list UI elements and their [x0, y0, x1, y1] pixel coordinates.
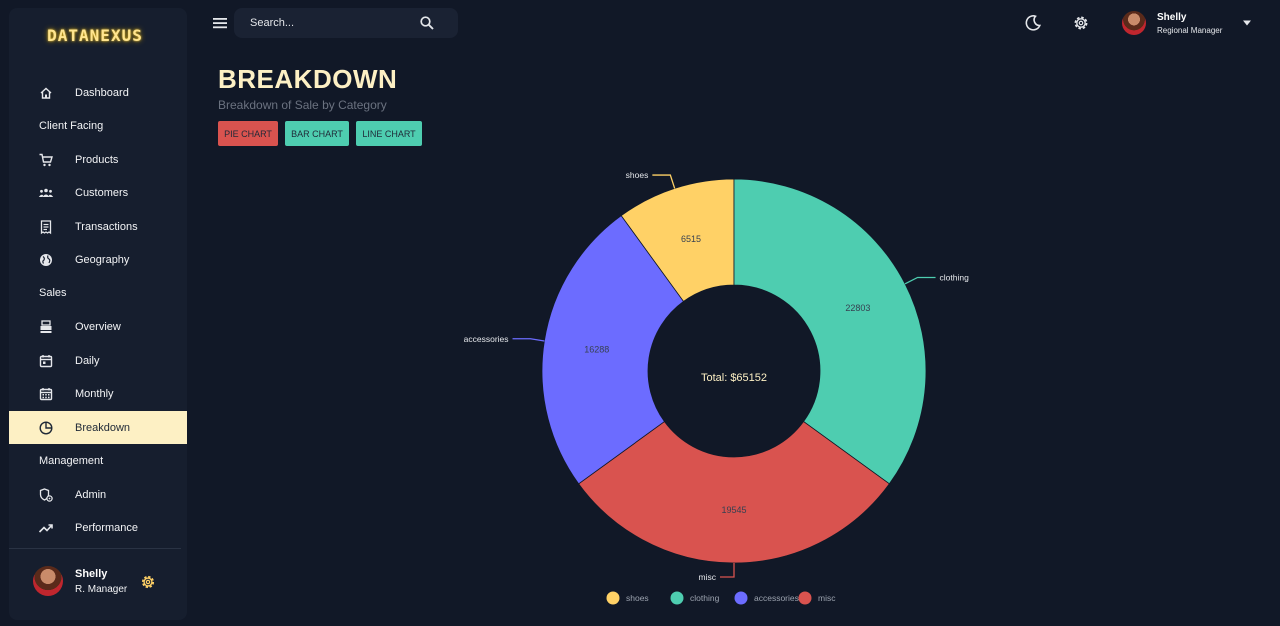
- sidebar-item-label: Dashboard: [75, 86, 129, 99]
- receipt-icon: [40, 219, 52, 234]
- legend-label-shoes[interactable]: shoes: [626, 593, 649, 603]
- sidebar-item-label: Performance: [75, 522, 138, 534]
- app-logo[interactable]: DATANEXUS: [47, 26, 143, 45]
- point-of-sale-icon: [40, 320, 52, 333]
- legend-swatch-misc[interactable]: [798, 591, 812, 605]
- sidebar-item-transactions[interactable]: Transactions: [9, 210, 187, 243]
- admin-icon: [39, 487, 53, 502]
- page-subtitle: Breakdown of Sale by Category: [218, 98, 387, 112]
- sidebar-item-geography[interactable]: Geography: [9, 244, 187, 277]
- settings-gear-icon[interactable]: [139, 573, 157, 591]
- user-menu[interactable]: Shelly Regional Manager: [1122, 10, 1262, 38]
- legend-label-accessories[interactable]: accessories: [754, 593, 799, 603]
- sidebar-item-label: Geography: [75, 254, 130, 266]
- dark-mode-icon[interactable]: [1024, 14, 1042, 32]
- slice-leader-line: [512, 338, 545, 342]
- sidebar-item-dashboard[interactable]: Dashboard: [9, 76, 187, 109]
- user-role: Regional Manager: [1157, 26, 1223, 35]
- user-name: Shelly: [1157, 12, 1187, 23]
- home-icon: [40, 87, 52, 99]
- cart-icon: [39, 153, 53, 166]
- sidebar-item-products[interactable]: Products: [9, 143, 187, 176]
- bar-chart-button[interactable]: BAR CHART: [285, 121, 349, 146]
- legend-label-misc[interactable]: misc: [818, 593, 836, 603]
- slice-value-label: 22803: [845, 303, 870, 313]
- calendar-today-icon: [39, 354, 53, 367]
- sidebar-item-daily[interactable]: Daily: [9, 344, 187, 377]
- pie-chart-button[interactable]: PIE CHART: [218, 121, 278, 146]
- slice-leader-line: [904, 276, 936, 285]
- sidebar-item-overview[interactable]: Overview: [9, 311, 187, 344]
- sidebar-item-customers[interactable]: Customers: [9, 177, 187, 210]
- page-title: BREAKDOWN: [218, 64, 398, 94]
- calendar-month-icon: [39, 388, 53, 401]
- slice-value-label: 19545: [721, 505, 746, 515]
- arrow-drop-down-icon[interactable]: [1242, 19, 1252, 27]
- sidebar-item-label: Admin: [75, 488, 107, 501]
- pie-slice-misc[interactable]: [578, 420, 890, 564]
- search-icon[interactable]: [419, 15, 435, 31]
- legend-swatch-clothing[interactable]: [670, 591, 684, 605]
- legend-label-clothing[interactable]: clothing: [690, 593, 720, 603]
- line-chart-button[interactable]: LINE CHART: [356, 121, 422, 146]
- avatar[interactable]: [1122, 11, 1146, 35]
- groups-icon: [38, 188, 54, 197]
- slice-category-label: misc: [699, 572, 717, 582]
- sidebar-item-label: Overview: [75, 321, 121, 333]
- sidebar-item-label: Monthly: [75, 388, 114, 400]
- globe-icon: [40, 254, 52, 266]
- slice-value-label: 6515: [681, 234, 701, 244]
- sidebar-item-label: Customers: [75, 187, 129, 199]
- sidebar-item-label: Breakdown: [75, 421, 131, 434]
- search-input[interactable]: [250, 15, 410, 31]
- sidebar-item-label: Daily: [75, 354, 100, 367]
- sidebar-divider: [9, 548, 181, 549]
- sidebar-section-sales: Sales: [39, 287, 67, 299]
- slice-category-label: clothing: [940, 272, 970, 282]
- sidebar-section-client-facing: Client Facing: [39, 119, 104, 132]
- sidebar-user-name: Shelly: [75, 568, 108, 580]
- menu-icon[interactable]: [212, 15, 228, 31]
- settings-icon[interactable]: [1072, 14, 1090, 32]
- slice-value-label: 16288: [584, 344, 609, 354]
- sidebar-item-label: Products: [75, 153, 119, 166]
- slice-leader-line: [652, 174, 676, 189]
- legend-swatch-accessories[interactable]: [734, 591, 748, 605]
- sidebar-user: Shelly R. Manager: [33, 566, 183, 600]
- legend-swatch-shoes[interactable]: [606, 591, 620, 605]
- sidebar: DATANEXUS Dashboard Client Facing Products…: [9, 8, 187, 620]
- slice-category-label: accessories: [464, 334, 509, 344]
- pie-chart-icon: [39, 420, 53, 435]
- slice-category-label: shoes: [626, 170, 649, 180]
- sidebar-item-admin[interactable]: Admin: [9, 478, 187, 511]
- trending-up-icon: [38, 524, 53, 533]
- sidebar-item-monthly[interactable]: Monthly: [9, 378, 187, 411]
- avatar[interactable]: [33, 566, 63, 596]
- sidebar-item-breakdown[interactable]: Breakdown: [9, 411, 187, 444]
- sidebar-user-role: R. Manager: [75, 584, 128, 595]
- slice-leader-line: [720, 563, 735, 578]
- pie-slice-clothing[interactable]: [733, 178, 927, 485]
- sidebar-item-performance[interactable]: Performance: [9, 512, 187, 545]
- sidebar-section-management: Management: [39, 454, 104, 467]
- sidebar-item-label: Transactions: [75, 220, 138, 233]
- pie-slice-accessories[interactable]: [541, 215, 685, 485]
- chart-total-label: Total: $65152: [701, 372, 767, 384]
- search-bar: [234, 8, 458, 38]
